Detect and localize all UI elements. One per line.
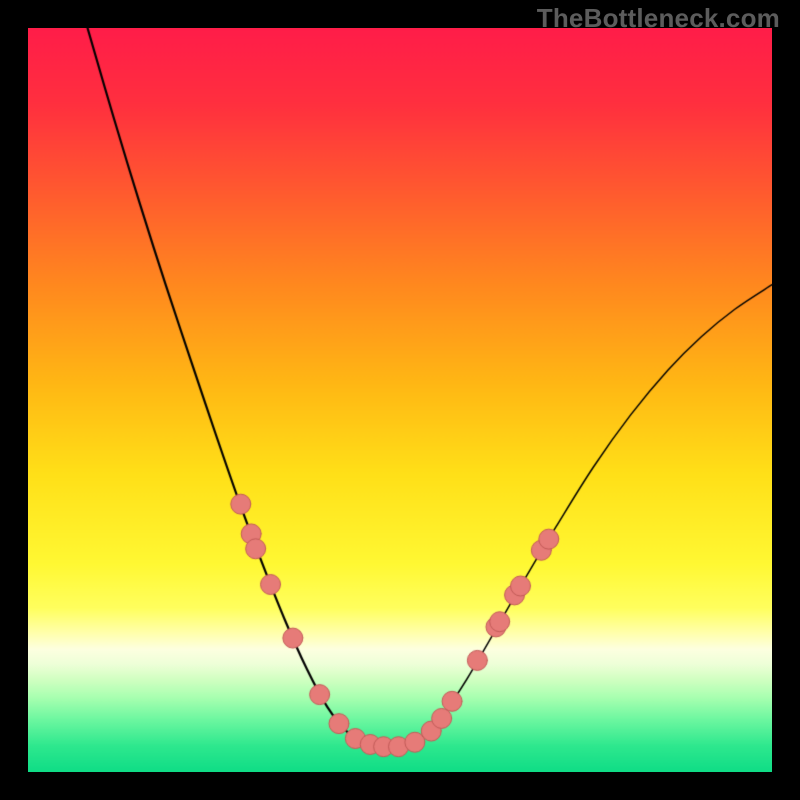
plot-area: [28, 28, 772, 772]
bottleneck-curve: [28, 28, 772, 772]
watermark-label: TheBottleneck.com: [537, 3, 780, 34]
chart-frame: TheBottleneck.com: [0, 0, 800, 800]
